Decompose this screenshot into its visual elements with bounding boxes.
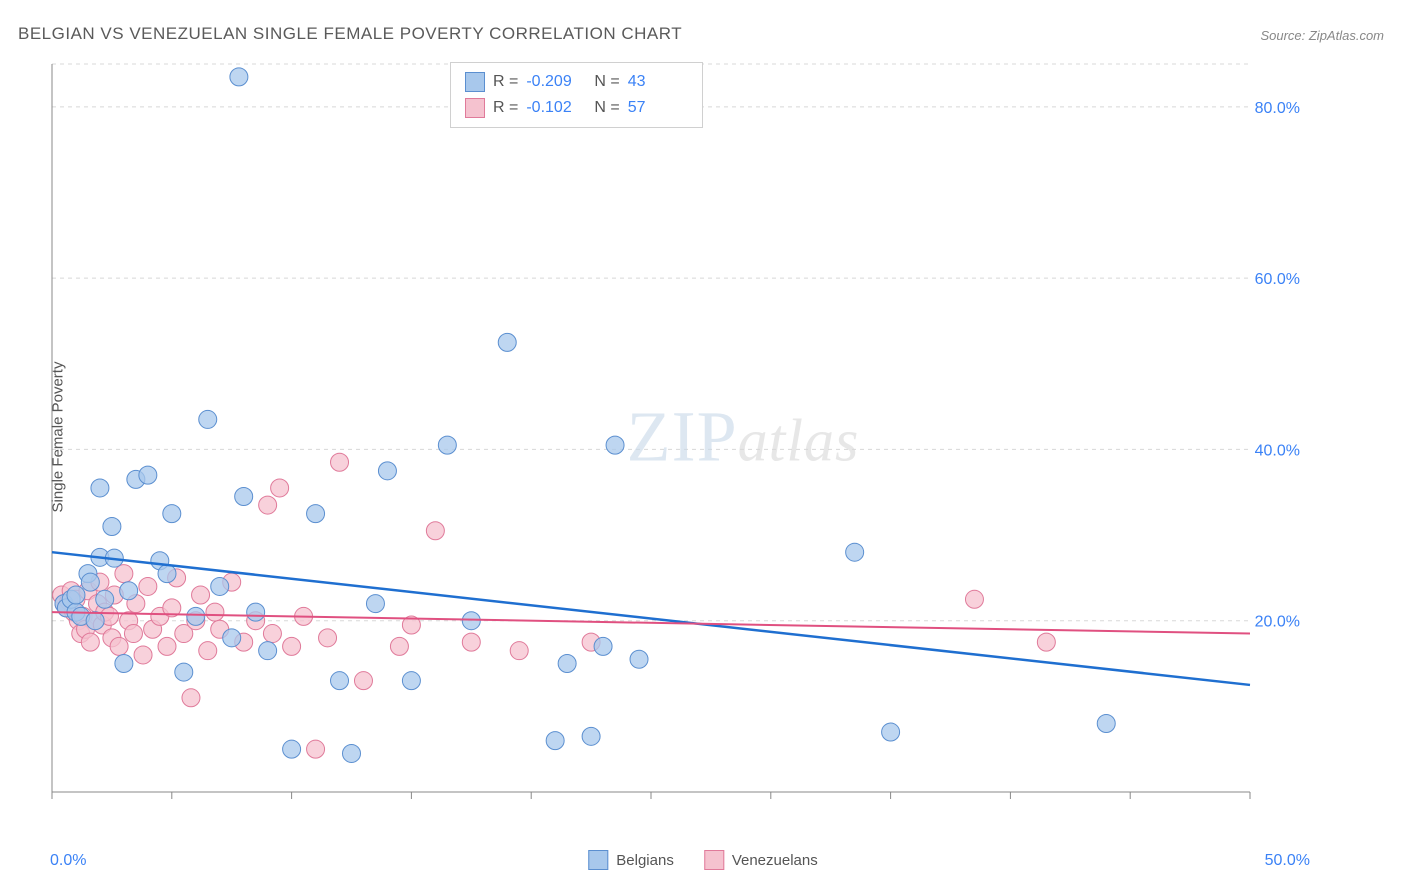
- legend-item-belgians: Belgians: [588, 850, 674, 870]
- swatch-venezuelans: [465, 98, 485, 118]
- r-label: R =: [493, 99, 518, 117]
- x-axis-end-label: 50.0%: [1265, 852, 1310, 870]
- svg-text:60.0%: 60.0%: [1255, 271, 1300, 288]
- svg-text:80.0%: 80.0%: [1255, 100, 1300, 117]
- n-label: N =: [594, 99, 619, 117]
- r-value-belgians: -0.209: [526, 73, 586, 91]
- n-label: N =: [594, 73, 619, 91]
- legend-label-venezuelans: Venezuelans: [732, 852, 818, 869]
- correlation-row-venezuelans: R = -0.102 N = 57: [465, 95, 688, 121]
- swatch-belgians-icon: [588, 850, 608, 870]
- correlation-legend: R = -0.209 N = 43 R = -0.102 N = 57: [450, 62, 703, 128]
- r-label: R =: [493, 73, 518, 91]
- series-legend: Belgians Venezuelans: [588, 850, 817, 870]
- scatter-chart: 20.0% 40.0% 60.0% 80.0%: [50, 62, 1310, 812]
- n-value-belgians: 43: [628, 73, 688, 91]
- swatch-belgians: [465, 72, 485, 92]
- svg-text:20.0%: 20.0%: [1255, 614, 1300, 631]
- r-value-venezuelans: -0.102: [526, 99, 586, 117]
- x-axis-start-label: 0.0%: [50, 852, 86, 870]
- svg-text:40.0%: 40.0%: [1255, 442, 1300, 459]
- correlation-row-belgians: R = -0.209 N = 43: [465, 69, 688, 95]
- legend-label-belgians: Belgians: [616, 852, 674, 869]
- source-label: Source: ZipAtlas.com: [1260, 28, 1384, 43]
- legend-item-venezuelans: Venezuelans: [704, 850, 818, 870]
- swatch-venezuelans-icon: [704, 850, 724, 870]
- n-value-venezuelans: 57: [628, 99, 688, 117]
- chart-title: BELGIAN VS VENEZUELAN SINGLE FEMALE POVE…: [18, 24, 682, 44]
- plot-area: Single Female Poverty 20.0% 40.0% 60.0% 80.…: [50, 62, 1310, 812]
- y-axis-label: Single Female Poverty: [50, 362, 67, 513]
